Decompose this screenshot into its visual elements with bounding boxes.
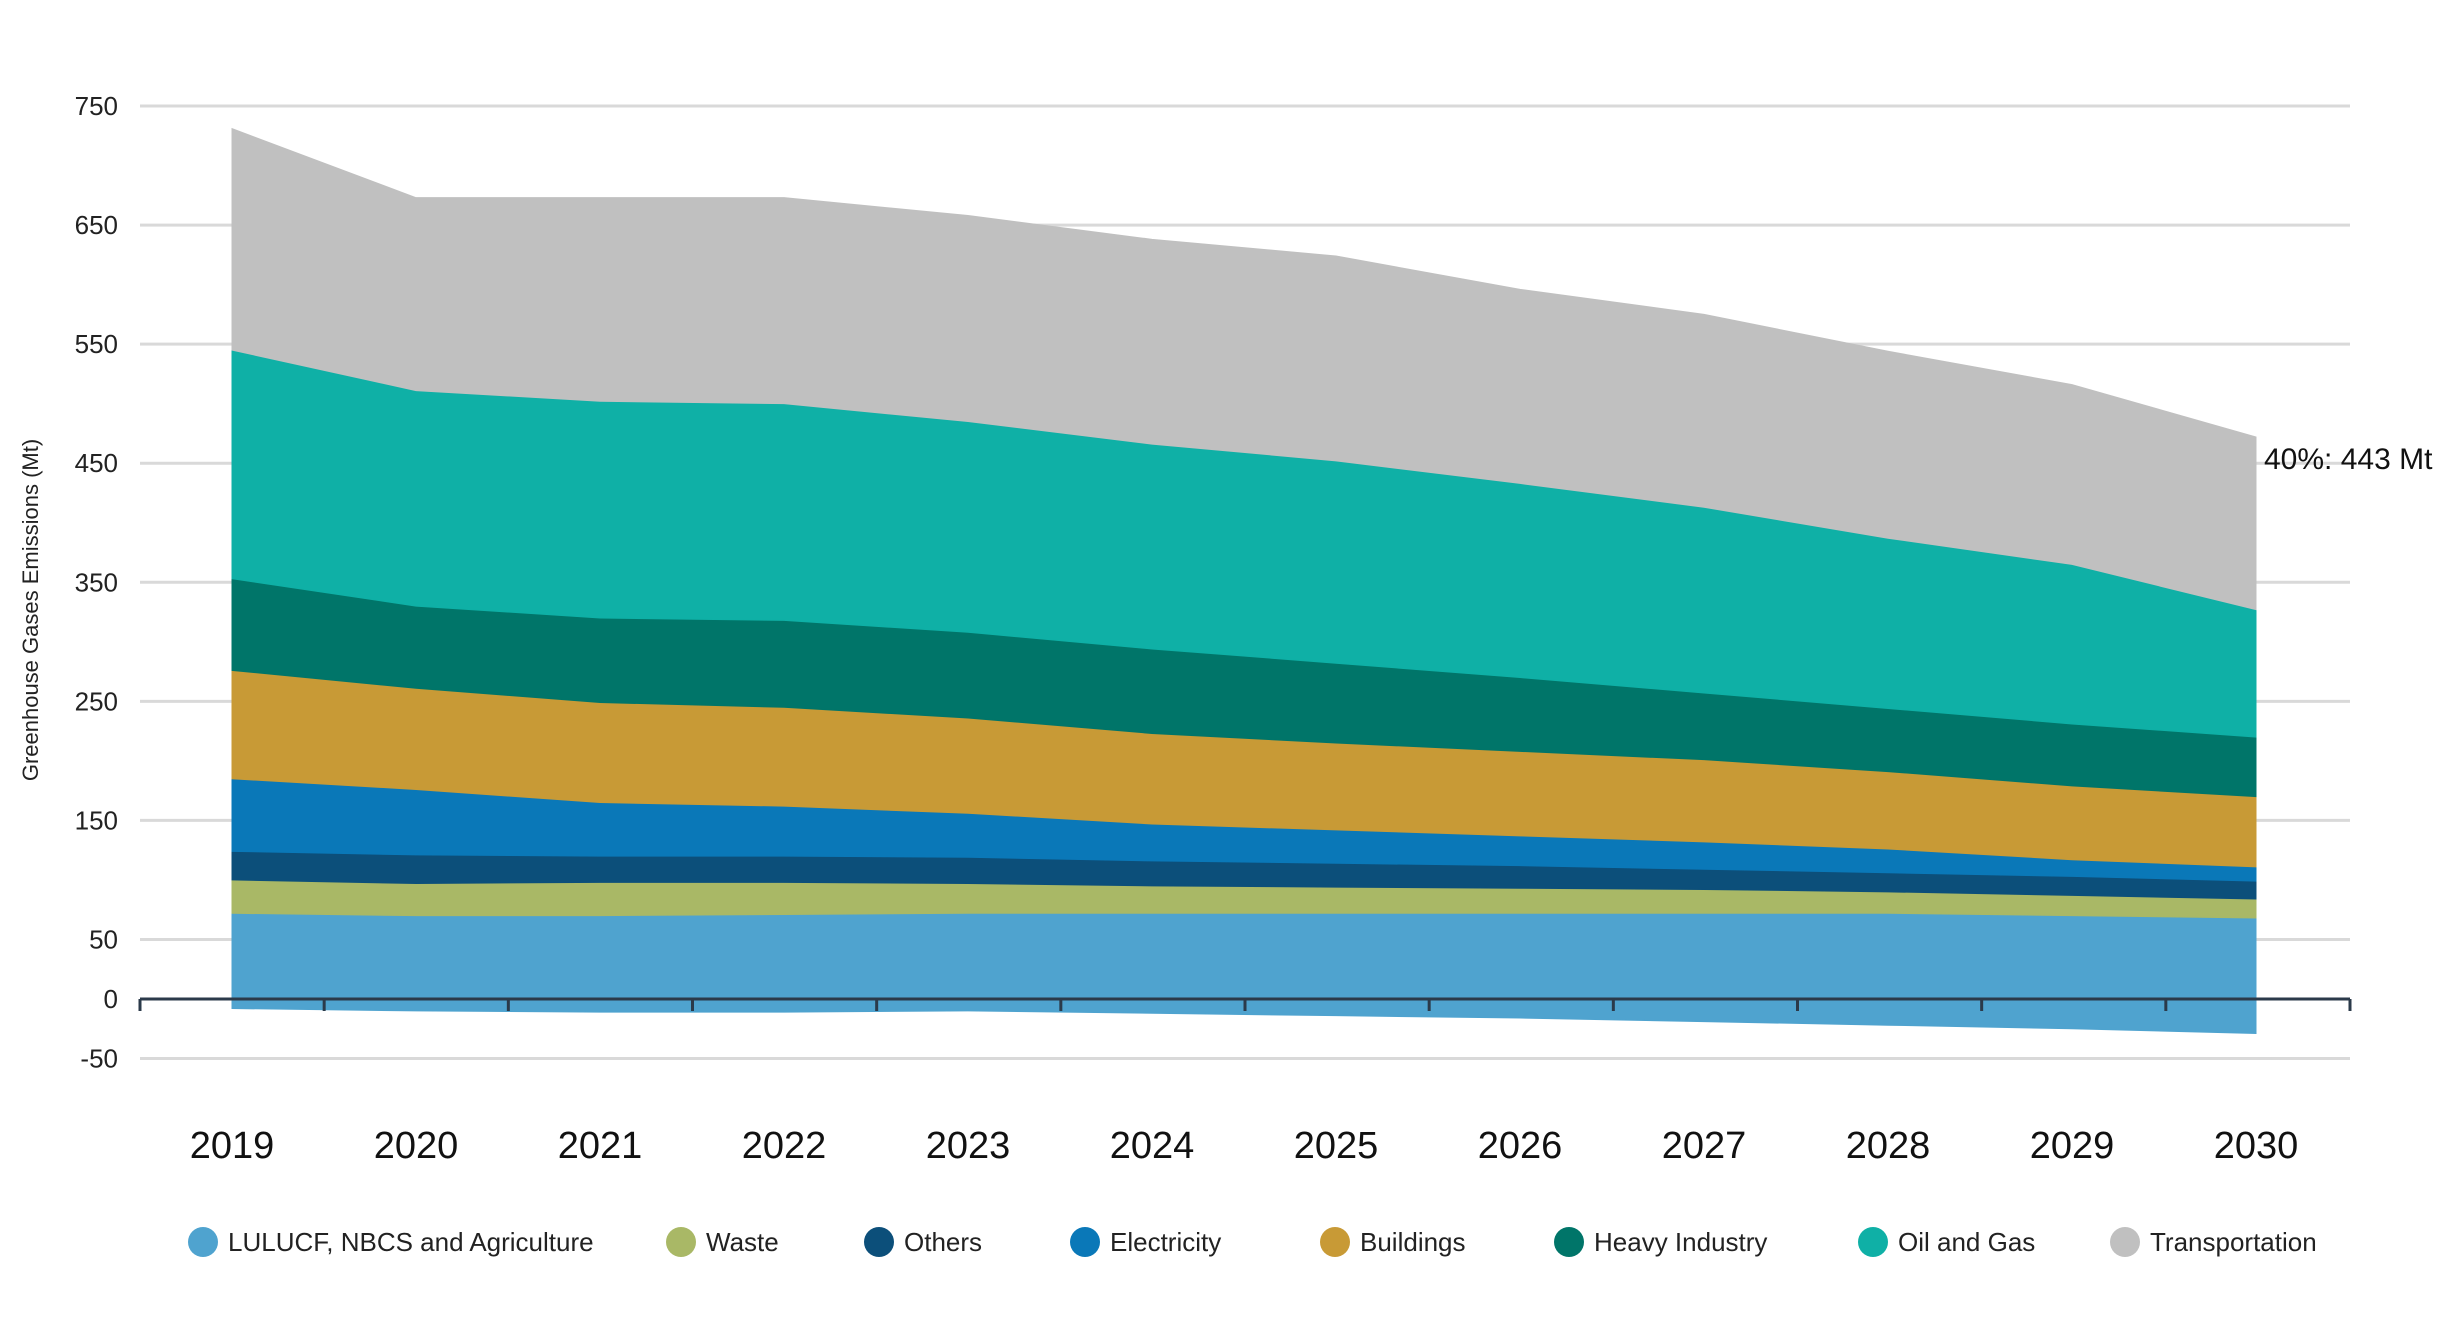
y-tick-label: -50 <box>80 1044 118 1074</box>
legend-label: Transportation <box>2150 1226 2317 1257</box>
legend-swatch <box>1858 1227 1888 1257</box>
x-tick-label: 2020 <box>374 1125 459 1167</box>
legend-label: Others <box>904 1226 983 1257</box>
x-tick-label: 2022 <box>742 1125 827 1167</box>
legend-label: Waste <box>706 1226 779 1257</box>
y-tick-label: 550 <box>75 329 118 359</box>
y-tick-label: 650 <box>75 210 118 240</box>
legend-swatch <box>2110 1227 2140 1257</box>
x-tick-label: 2024 <box>1110 1125 1195 1167</box>
x-tick-label: 2025 <box>1294 1125 1379 1167</box>
legend-swatch <box>1554 1227 1584 1257</box>
legend-item: Waste <box>666 1222 779 1262</box>
x-tick-label: 2019 <box>190 1125 275 1167</box>
y-tick-labels: 750 650 550 450 350 250 150 50 0 -50 <box>75 91 118 1074</box>
legend: LULUCF, NBCS and Agriculture Waste Others E… <box>0 1222 2449 1262</box>
y-tick-label: 50 <box>89 924 118 954</box>
legend-label: LULUCF, NBCS and Agriculture <box>228 1226 594 1257</box>
x-tick-label: 2021 <box>558 1125 643 1167</box>
y-tick-label: 750 <box>75 91 118 121</box>
axes <box>138 997 2352 1011</box>
legend-item: Transportation <box>2110 1222 2317 1262</box>
y-tick-label: 450 <box>75 448 118 478</box>
legend-swatch <box>666 1227 696 1257</box>
x-tick-label: 2029 <box>2030 1125 2115 1167</box>
x-tick-label: 2023 <box>926 1125 1011 1167</box>
legend-swatch <box>1070 1227 1100 1257</box>
y-tick-label: 350 <box>75 567 118 597</box>
x-tick-label: 2026 <box>1478 1125 1563 1167</box>
legend-swatch <box>864 1227 894 1257</box>
area-transportation <box>231 127 2257 611</box>
legend-label: Oil and Gas <box>1898 1226 2036 1257</box>
y-tick-label: 0 <box>104 984 118 1014</box>
legend-item: Oil and Gas <box>1858 1222 2035 1262</box>
legend-item: Heavy Industry <box>1554 1222 1767 1262</box>
legend-item: LULUCF, NBCS and Agriculture <box>188 1222 594 1262</box>
x-tick-label: 2030 <box>2214 1125 2299 1167</box>
legend-item: Buildings <box>1320 1222 1466 1262</box>
stacked-areas <box>231 127 2257 1035</box>
area-lulucf-nbcs-and-agriculture <box>231 912 2257 1000</box>
legend-item: Others <box>864 1222 982 1262</box>
x-tick-labels: 2019 2020 2021 2022 2023 2024 2025 2026 2027 2028… <box>190 1125 2299 1167</box>
annotation-2030: 40%: 443 Mt <box>2264 443 2433 476</box>
x-tick-label: 2028 <box>1846 1125 1931 1167</box>
y-axis-label: Greenhouse Gases Emissions (Mt) <box>18 439 43 781</box>
legend-item: Electricity <box>1070 1222 1221 1262</box>
legend-label: Heavy Industry <box>1594 1226 1768 1257</box>
y-tick-label: 250 <box>75 686 118 716</box>
legend-swatch <box>188 1227 218 1257</box>
legend-label: Buildings <box>1360 1226 1466 1257</box>
x-tick-label: 2027 <box>1662 1125 1747 1167</box>
legend-label: Electricity <box>1110 1226 1222 1257</box>
y-tick-label: 150 <box>75 805 118 835</box>
legend-swatch <box>1320 1227 1350 1257</box>
